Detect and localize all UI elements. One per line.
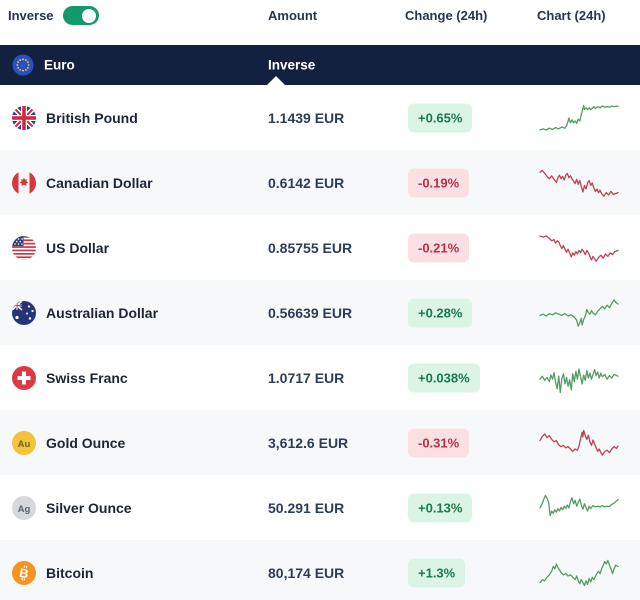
silver-icon: Ag bbox=[12, 495, 36, 520]
ca-flag bbox=[12, 170, 36, 195]
sparkline-chart bbox=[540, 425, 618, 461]
currency-row[interactable]: Australian Dollar 0.56639 EUR +0.28% bbox=[0, 280, 640, 345]
column-header-chart: Chart (24h) bbox=[537, 8, 606, 23]
sparkline-chart bbox=[540, 490, 618, 526]
currency-row[interactable]: US Dollar 0.85755 EUR -0.21% bbox=[0, 215, 640, 280]
currency-row[interactable]: Canadian Dollar 0.6142 EUR -0.19% bbox=[0, 150, 640, 215]
currency-amount: 0.85755 EUR bbox=[268, 239, 353, 256]
inverse-toggle[interactable]: Inverse bbox=[8, 6, 99, 25]
change-badge: +0.28% bbox=[408, 298, 473, 327]
change-badge: -0.21% bbox=[408, 233, 470, 262]
currency-name: US Dollar bbox=[46, 239, 110, 256]
base-row-inverse-label: Inverse bbox=[268, 57, 316, 73]
change-badge: +1.3% bbox=[408, 558, 466, 587]
selected-caret-icon bbox=[267, 76, 285, 85]
currency-amount: 0.6142 EUR bbox=[268, 174, 345, 191]
column-header-change: Change (24h) bbox=[405, 8, 488, 23]
change-badge: -0.31% bbox=[408, 428, 470, 457]
column-header-amount: Amount bbox=[268, 8, 318, 23]
currency-row[interactable]: Ag Silver Ounce 50.291 EUR +0.13% bbox=[0, 475, 640, 540]
base-currency-row[interactable]: Euro Inverse bbox=[0, 45, 640, 85]
ch-flag bbox=[12, 365, 36, 390]
btc-icon: B bbox=[12, 560, 36, 585]
svg-text:Ag: Ag bbox=[18, 503, 31, 514]
change-badge: +0.65% bbox=[408, 103, 473, 132]
currency-amount: 1.0717 EUR bbox=[268, 369, 345, 386]
sparkline-chart bbox=[540, 555, 618, 591]
currency-row[interactable]: British Pound 1.1439 EUR +0.65% bbox=[0, 85, 640, 150]
currency-table-body: British Pound 1.1439 EUR +0.65% Canadian… bbox=[0, 85, 640, 600]
currency-name: Australian Dollar bbox=[46, 304, 159, 321]
currency-amount: 80,174 EUR bbox=[268, 564, 345, 581]
gb-flag bbox=[12, 105, 36, 130]
change-badge: +0.13% bbox=[408, 493, 473, 522]
currency-name: Gold Ounce bbox=[46, 434, 126, 451]
svg-text:Au: Au bbox=[18, 438, 31, 449]
gold-icon: Au bbox=[12, 430, 36, 455]
currency-amount: 1.1439 EUR bbox=[268, 109, 345, 126]
base-currency-name: Euro bbox=[44, 57, 75, 73]
currency-name: Silver Ounce bbox=[46, 499, 132, 516]
toggle-switch-icon[interactable] bbox=[62, 6, 99, 25]
sparkline-chart bbox=[540, 100, 618, 136]
sparkline-chart bbox=[540, 230, 618, 266]
currency-name: Swiss Franc bbox=[46, 369, 128, 386]
currency-amount: 3,612.6 EUR bbox=[268, 434, 349, 451]
currency-name: Canadian Dollar bbox=[46, 174, 153, 191]
currency-amount: 0.56639 EUR bbox=[268, 304, 353, 321]
change-badge: -0.19% bbox=[408, 168, 470, 197]
sparkline-chart bbox=[540, 295, 618, 331]
sparkline-chart bbox=[540, 360, 618, 396]
currency-name: Bitcoin bbox=[46, 564, 94, 581]
currency-amount: 50.291 EUR bbox=[268, 499, 345, 516]
svg-text:B: B bbox=[18, 565, 29, 580]
au-flag bbox=[12, 300, 36, 325]
currency-row[interactable]: Swiss Franc 1.0717 EUR +0.038% bbox=[0, 345, 640, 410]
inverse-toggle-label: Inverse bbox=[8, 8, 54, 23]
sparkline-chart bbox=[540, 165, 618, 201]
us-flag bbox=[12, 235, 36, 260]
table-header: Inverse Amount Change (24h) Chart (24h) bbox=[0, 0, 640, 45]
eu-flag-icon bbox=[12, 54, 34, 76]
currency-row[interactable]: B Bitcoin 80,174 EUR +1.3% bbox=[0, 540, 640, 600]
currency-row[interactable]: Au Gold Ounce 3,612.6 EUR -0.31% bbox=[0, 410, 640, 475]
change-badge: +0.038% bbox=[408, 363, 480, 392]
currency-name: British Pound bbox=[46, 109, 138, 126]
